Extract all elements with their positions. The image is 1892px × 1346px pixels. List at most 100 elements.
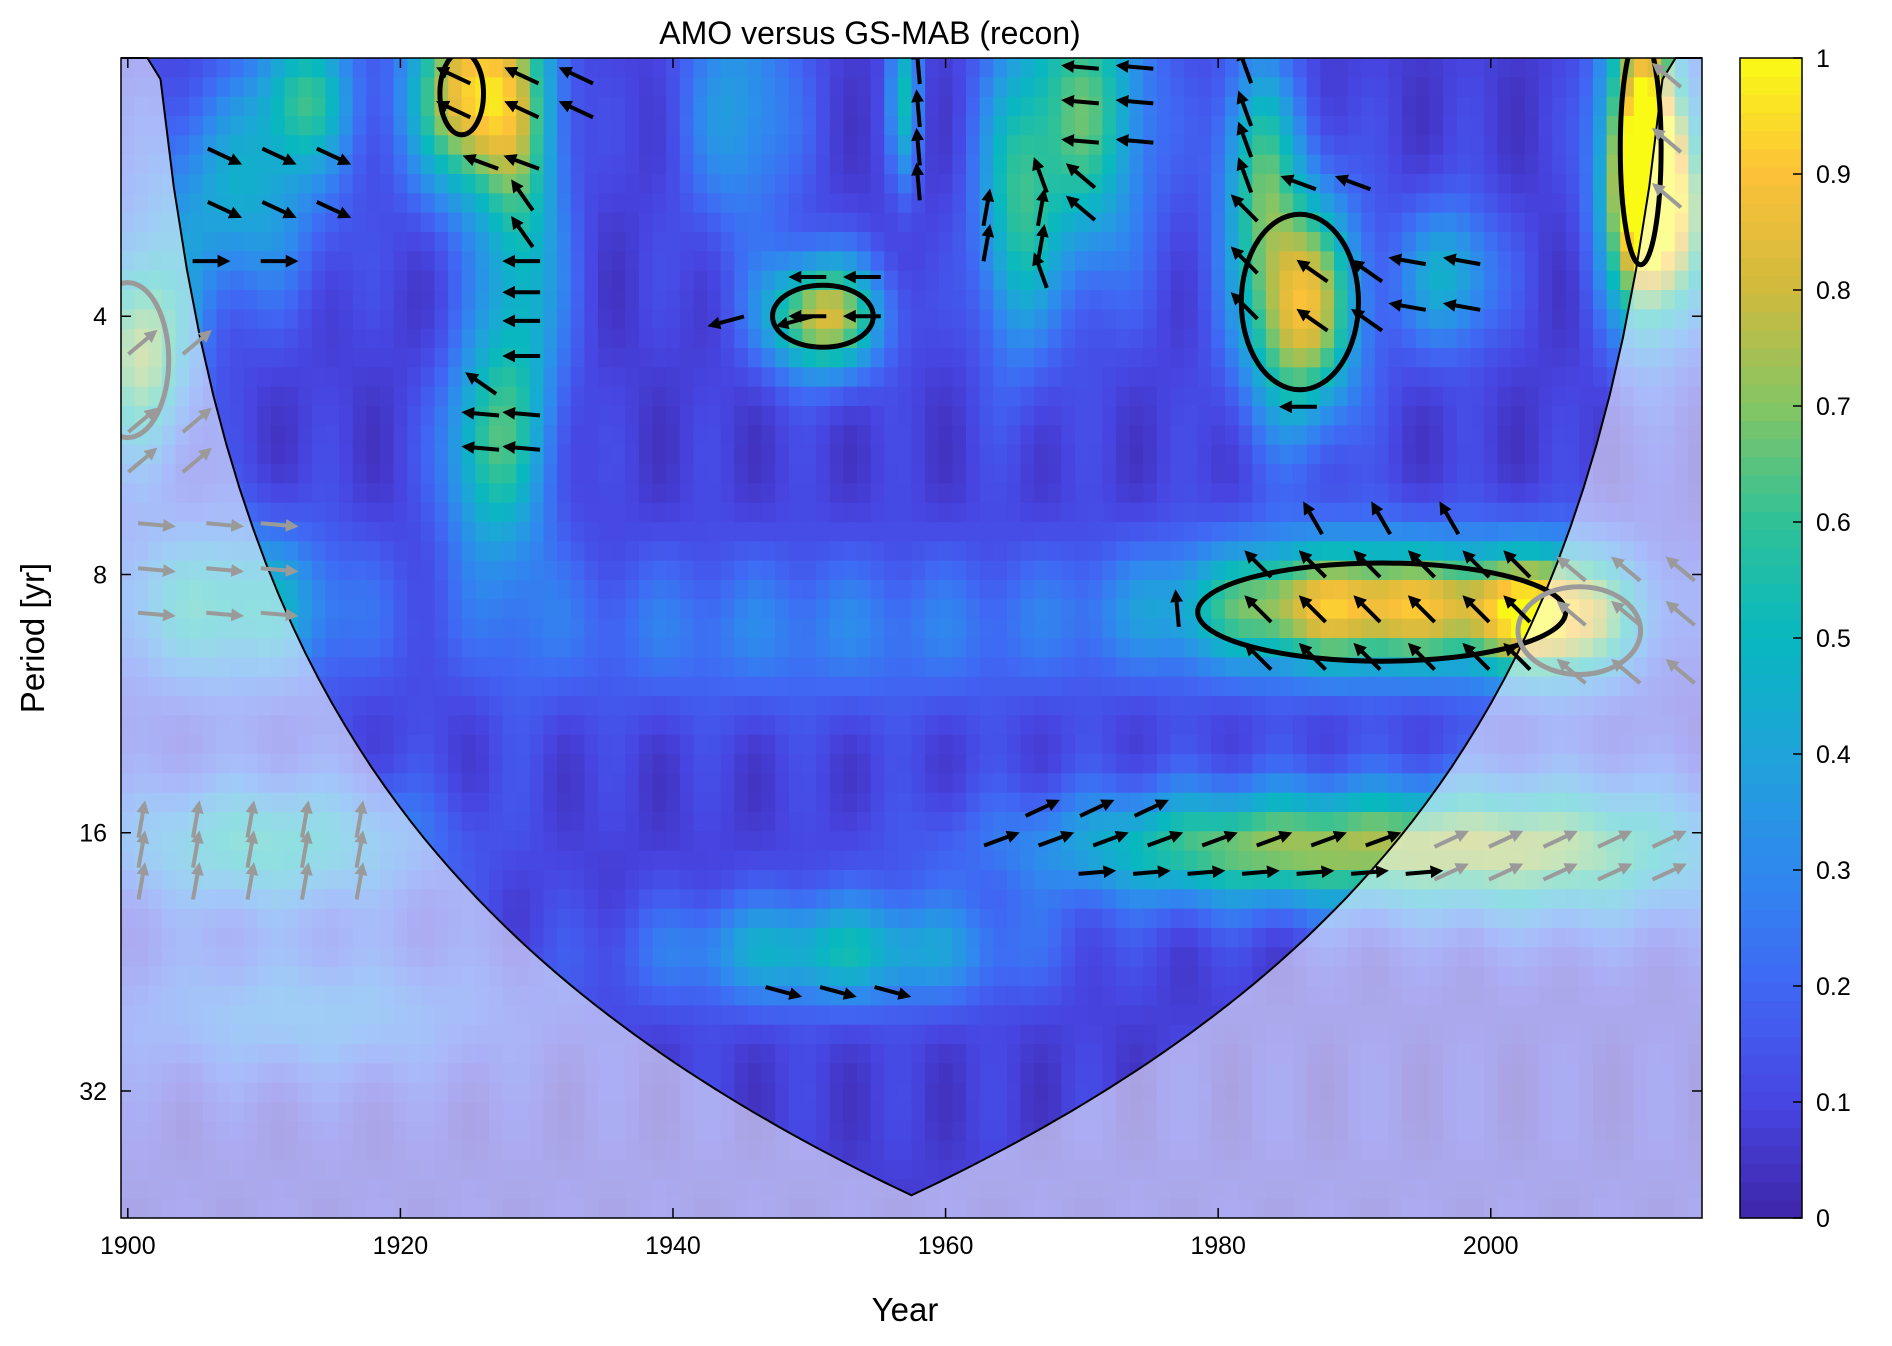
heatmap-cell	[816, 754, 831, 774]
heatmap-cell	[993, 676, 1008, 697]
heatmap-cell	[1034, 676, 1049, 697]
heatmap-cell	[788, 560, 804, 581]
heatmap-cell	[598, 444, 613, 465]
heatmap-cell	[666, 754, 681, 774]
heatmap-cell	[925, 773, 940, 794]
heatmap-cell	[1197, 502, 1212, 523]
heatmap-cell	[352, 328, 367, 349]
heatmap-cell	[366, 251, 381, 272]
heatmap-cell	[761, 947, 776, 968]
heatmap-cell	[557, 773, 572, 794]
heatmap-cell	[707, 232, 722, 252]
heatmap-cell	[1211, 638, 1226, 658]
heatmap-cell	[1088, 676, 1103, 697]
heatmap-cell	[966, 715, 981, 736]
heatmap-cell	[529, 464, 545, 484]
heatmap-cell	[870, 1063, 885, 1084]
heatmap-cell	[502, 580, 517, 600]
heatmap-cell	[488, 850, 504, 871]
heatmap-cell	[993, 947, 1008, 968]
heatmap-cell	[529, 270, 545, 291]
heatmap-cell	[570, 908, 585, 929]
heatmap-cell	[230, 251, 245, 272]
heatmap-cell	[911, 425, 926, 446]
heatmap-cell	[788, 676, 804, 697]
heatmap-cell	[802, 618, 817, 639]
heatmap-cell	[407, 77, 422, 98]
heatmap-cell	[270, 367, 286, 388]
heatmap-cell	[284, 77, 299, 98]
heatmap-cell	[339, 174, 354, 194]
heatmap-cell	[938, 696, 953, 716]
heatmap-cell	[843, 290, 858, 310]
heatmap-cell	[925, 947, 940, 968]
heatmap-cell	[311, 560, 327, 581]
heatmap-cell	[1143, 1005, 1158, 1026]
heatmap-cell	[870, 1005, 885, 1026]
heatmap-cell	[816, 309, 831, 330]
heatmap-cell	[611, 464, 626, 484]
heatmap-cell	[856, 212, 872, 233]
heatmap-cell	[679, 638, 695, 658]
heatmap-cell	[598, 618, 613, 639]
heatmap-cell	[925, 1044, 940, 1064]
heatmap-cell	[1115, 502, 1131, 523]
heatmap-cell	[1034, 812, 1049, 832]
heatmap-cell	[352, 618, 367, 639]
heatmap-cell	[1211, 812, 1226, 832]
heatmap-cell	[993, 715, 1008, 736]
heatmap-cell	[952, 1063, 967, 1084]
heatmap-cell	[1006, 773, 1022, 794]
heatmap-cell	[1224, 522, 1240, 542]
heatmap-cell	[1006, 251, 1022, 272]
heatmap-cell	[1088, 464, 1103, 484]
heatmap-cell	[679, 270, 695, 291]
heatmap-cell	[666, 947, 681, 968]
heatmap-cell	[1129, 309, 1144, 330]
heatmap-cell	[1197, 386, 1212, 407]
heatmap-cell	[693, 792, 708, 813]
heatmap-cell	[884, 174, 899, 194]
heatmap-cell	[1061, 580, 1076, 600]
heatmap-cell	[1075, 270, 1090, 291]
heatmap-cell	[870, 1140, 885, 1161]
heatmap-cell	[1115, 696, 1131, 716]
heatmap-cell	[897, 638, 913, 658]
heatmap-cell	[966, 212, 981, 233]
heatmap-cell	[543, 831, 558, 852]
heatmap-cell	[870, 1102, 885, 1122]
heatmap-cell	[1184, 889, 1199, 910]
heatmap-cell	[611, 986, 626, 1006]
heatmap-cell	[1156, 754, 1172, 774]
heatmap-cell	[734, 676, 749, 697]
heatmap-cell	[434, 754, 449, 774]
heatmap-cell	[284, 174, 299, 194]
heatmap-cell	[557, 251, 572, 272]
heatmap-cell	[693, 947, 708, 968]
heatmap-cell	[816, 986, 831, 1006]
heatmap-cell	[802, 947, 817, 968]
heatmap-cell	[448, 638, 463, 658]
heatmap-cell	[720, 406, 735, 426]
heatmap-cell	[870, 1160, 885, 1180]
heatmap-cell	[393, 328, 408, 349]
heatmap-cell	[856, 464, 872, 484]
heatmap-cell	[270, 502, 286, 523]
heatmap-cell	[870, 831, 885, 852]
heatmap-cell	[870, 502, 885, 523]
heatmap-cell	[802, 212, 817, 233]
heatmap-cell	[1075, 638, 1090, 658]
heatmap-cell	[543, 908, 558, 929]
heatmap-cell	[366, 599, 381, 620]
heatmap-cell	[1156, 135, 1172, 156]
heatmap-cell	[311, 77, 327, 98]
heatmap-cell	[952, 386, 967, 407]
heatmap-cell	[407, 773, 422, 794]
heatmap-cell	[1020, 232, 1035, 252]
heatmap-cell	[557, 406, 572, 426]
heatmap-cell	[1061, 251, 1076, 272]
heatmap-cell	[325, 290, 340, 310]
heatmap-cell	[434, 444, 449, 465]
heatmap-cell	[911, 676, 926, 697]
heatmap-cell	[870, 889, 885, 910]
